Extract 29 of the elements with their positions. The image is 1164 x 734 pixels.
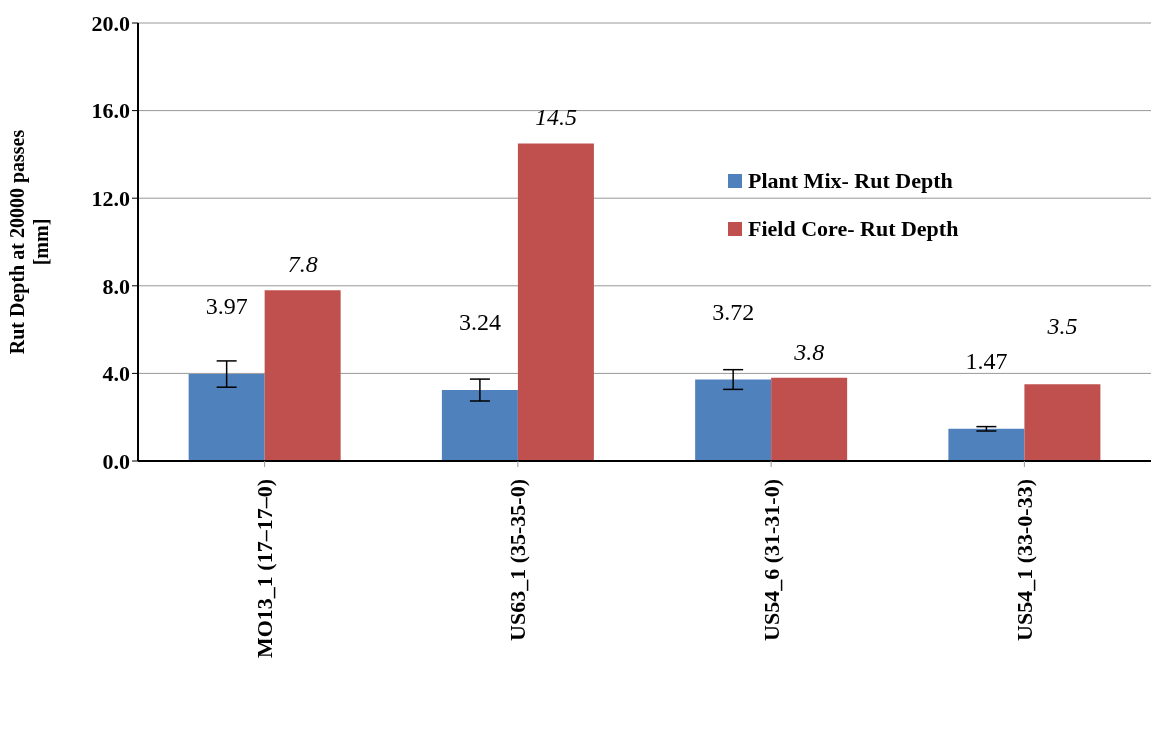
y-tick-label: 8.0 bbox=[102, 273, 130, 299]
data-label: 7.8 bbox=[287, 251, 318, 278]
legend-label: Field Core- Rut Depth bbox=[748, 216, 959, 242]
y-tick-label: 4.0 bbox=[102, 361, 130, 387]
bar bbox=[517, 143, 594, 461]
data-label: 3.72 bbox=[712, 298, 755, 325]
y-tick-label: 0.0 bbox=[102, 448, 130, 474]
bar bbox=[771, 377, 848, 461]
bar bbox=[1024, 384, 1101, 461]
data-label: 3.97 bbox=[205, 293, 248, 320]
data-label: 14.5 bbox=[534, 104, 577, 131]
x-tick-label: MO13_1 (17–17–0) bbox=[252, 479, 278, 659]
y-tick-label: 16.0 bbox=[91, 98, 130, 124]
y-tick-label: 12.0 bbox=[91, 186, 130, 212]
data-label: 1.47 bbox=[965, 347, 1008, 374]
x-tick-label: US54_6 (31-31-0) bbox=[758, 479, 784, 641]
data-label: 3.8 bbox=[793, 338, 825, 365]
x-tick-label: US54_1 (33-0-33) bbox=[1011, 479, 1037, 641]
x-tick-label: US63_1 (35-35-0) bbox=[505, 479, 531, 641]
legend-label: Plant Mix- Rut Depth bbox=[748, 168, 953, 194]
bar bbox=[948, 428, 1025, 461]
data-label: 3.24 bbox=[458, 309, 501, 336]
bar bbox=[441, 390, 518, 461]
data-label: 3.5 bbox=[1046, 313, 1078, 340]
bar bbox=[695, 379, 772, 461]
bar bbox=[264, 290, 341, 461]
y-axis-title: Rut Depth at 20000 passes [mm] bbox=[6, 129, 52, 355]
y-tick-label: 20.0 bbox=[91, 10, 130, 36]
bar bbox=[188, 374, 265, 461]
